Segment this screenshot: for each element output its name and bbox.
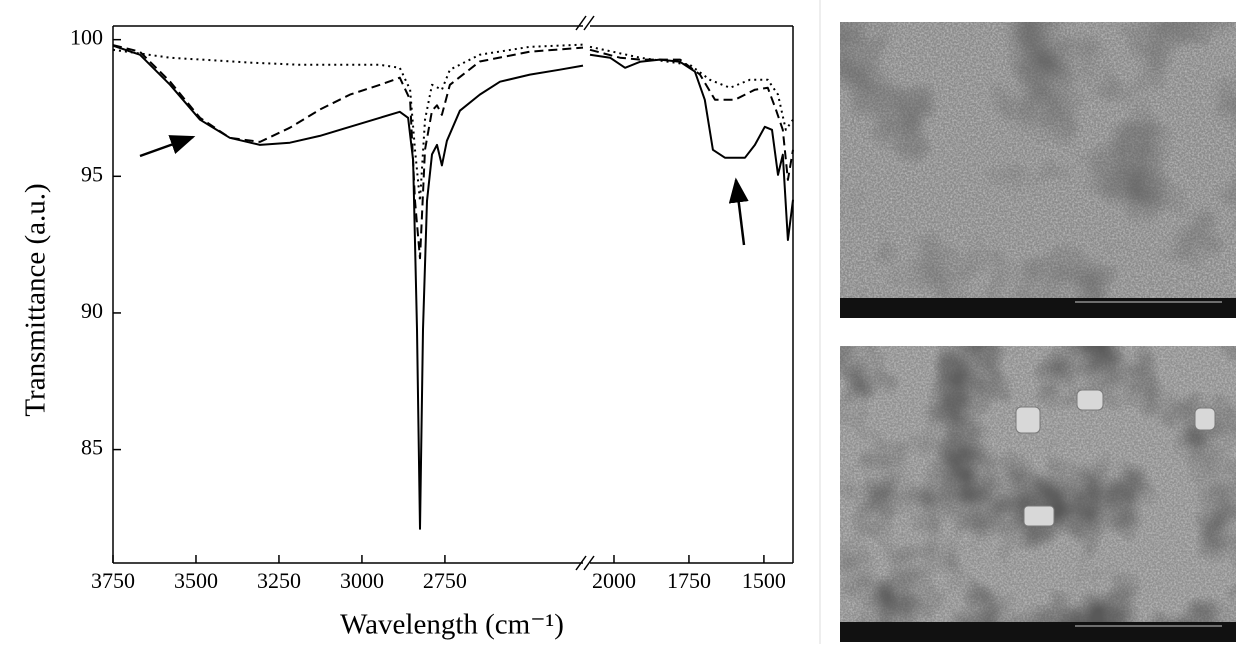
x-tick-label: 3250 bbox=[257, 568, 301, 593]
y-tick-label: 85 bbox=[81, 435, 103, 460]
sem-image-bottom bbox=[840, 346, 1236, 642]
series-line bbox=[112, 43, 584, 202]
series-line bbox=[589, 45, 794, 131]
y-tick-label: 90 bbox=[81, 298, 103, 323]
x-tick-label: 1750 bbox=[667, 568, 711, 593]
axis-break bbox=[575, 15, 595, 571]
x-tick-label: 2750 bbox=[423, 568, 467, 593]
series-line bbox=[112, 44, 584, 530]
x-tick-label: 3500 bbox=[174, 568, 218, 593]
y-axis-label: Transmittance (a.u.) bbox=[20, 183, 52, 416]
y-tick-label: 95 bbox=[81, 161, 103, 186]
series-line bbox=[112, 44, 584, 260]
x-axis-label: Wavelength (cm⁻¹) bbox=[340, 609, 564, 641]
annotation-arrows bbox=[139, 135, 749, 246]
y-tick-label: 100 bbox=[70, 25, 103, 50]
x-tick-label: 3000 bbox=[340, 568, 384, 593]
x-tick-label: 2000 bbox=[592, 568, 636, 593]
sem-image-top bbox=[840, 22, 1236, 318]
x-tick-label: 3750 bbox=[91, 568, 135, 593]
x-tick-label: 1500 bbox=[742, 568, 786, 593]
series-line bbox=[589, 48, 794, 181]
series-line bbox=[589, 53, 794, 241]
